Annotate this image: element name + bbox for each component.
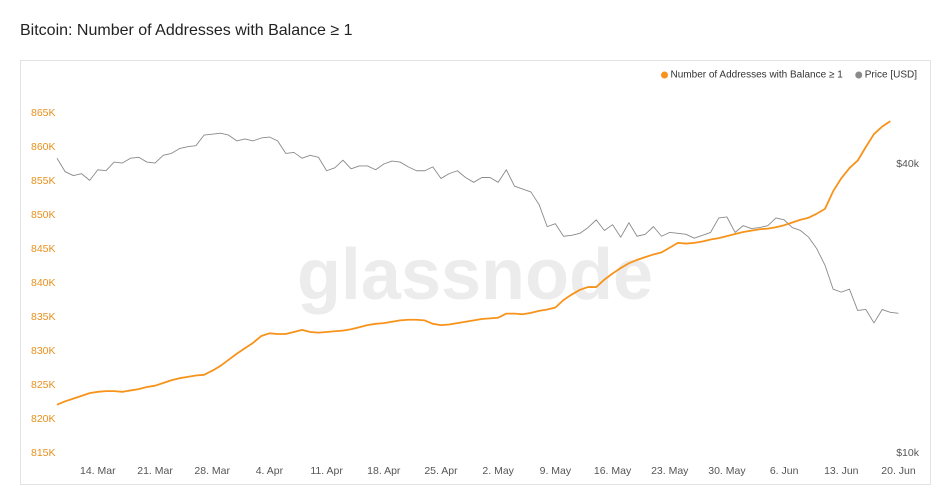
x-tick-label: 9. May <box>540 465 572 477</box>
y2-tick-label: $10k <box>896 447 920 459</box>
x-tick-label: 18. Apr <box>367 465 401 477</box>
legend-marker <box>661 71 669 79</box>
y-tick-label: 860K <box>31 141 56 153</box>
x-tick-label: 6. Jun <box>770 465 799 477</box>
x-tick-label: 2. May <box>482 465 514 477</box>
y-tick-label: 845K <box>31 243 56 255</box>
x-tick-label: 20. Jun <box>881 465 916 477</box>
x-tick-label: 4. Apr <box>256 465 284 477</box>
y2-tick-label: $40k <box>896 158 920 170</box>
series-line <box>56 120 891 406</box>
y-tick-label: 840K <box>31 277 56 289</box>
series-line <box>56 132 899 324</box>
x-tick-label: 23. May <box>651 465 689 477</box>
y-tick-label: 850K <box>31 209 56 221</box>
x-tick-label: 11. Apr <box>310 465 343 477</box>
x-tick-label: 14. Mar <box>80 465 116 477</box>
y-tick-label: 855K <box>31 175 56 187</box>
y-tick-label: 835K <box>31 311 56 323</box>
y-tick-label: 825K <box>31 379 56 391</box>
watermark: glassnode <box>297 235 653 315</box>
x-tick-label: 16. May <box>594 465 632 477</box>
chart-frame <box>20 60 931 485</box>
legend-label: Price [USD] <box>865 70 917 81</box>
x-tick-label: 25. Apr <box>424 465 458 477</box>
legend-marker <box>855 71 863 79</box>
y-tick-label: 865K <box>31 107 56 119</box>
x-tick-label: 28. Mar <box>194 465 230 477</box>
y-tick-label: 830K <box>31 345 56 357</box>
x-tick-label: 21. Mar <box>137 465 173 477</box>
y-tick-label: 815K <box>31 447 56 459</box>
y-tick-label: 820K <box>31 413 56 425</box>
chart-title: Bitcoin: Number of Addresses with Balanc… <box>20 22 353 39</box>
x-tick-label: 13. Jun <box>824 465 859 477</box>
x-tick-label: 30. May <box>708 465 746 477</box>
legend-label: Number of Addresses with Balance ≥ 1 <box>671 70 844 81</box>
